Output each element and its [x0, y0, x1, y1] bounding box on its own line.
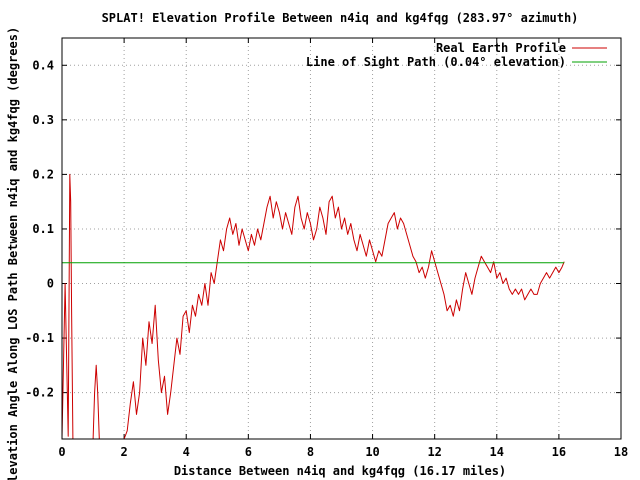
- x-tick-label: 2: [120, 445, 127, 459]
- y-tick-label: 0: [47, 277, 54, 291]
- x-tick-label: 0: [58, 445, 65, 459]
- series-group: [61, 173, 565, 440]
- legend-label-earth: Real Earth Profile: [436, 41, 566, 55]
- x-tick-label: 18: [614, 445, 628, 459]
- x-tick-label: 14: [490, 445, 504, 459]
- plot-frame: [61, 37, 622, 440]
- x-tick-label: 10: [365, 445, 379, 459]
- grid-lines: [62, 38, 621, 439]
- y-tick-labels: -0.2 -0.1 0 0.1 0.2 0.3 0.4: [25, 58, 54, 399]
- chart-title: SPLAT! Elevation Profile Between n4iq an…: [102, 11, 579, 25]
- y-tick-label: 0.3: [32, 113, 54, 127]
- y-tick-label: -0.2: [25, 386, 54, 400]
- x-tick-label: 16: [552, 445, 566, 459]
- x-tick-label: 4: [183, 445, 190, 459]
- y-tick-label: 0.1: [32, 222, 54, 236]
- x-tick-labels: 0 2 4 6 8 10 12 14 16 18: [58, 445, 628, 459]
- y-axis-label: Elevation Angle Along LOS Path Between n…: [6, 27, 20, 480]
- legend-label-los: Line of Sight Path (0.04° elevation): [306, 55, 566, 69]
- y-tick-label: -0.1: [25, 331, 54, 345]
- x-tick-label: 12: [427, 445, 441, 459]
- y-tick-label: 0.2: [32, 167, 54, 181]
- legend: Real Earth Profile Line of Sight Path (0…: [306, 41, 607, 69]
- y-tick-label: 0.4: [32, 58, 54, 72]
- x-axis-label: Distance Between n4iq and kg4fqg (16.17 …: [174, 464, 506, 478]
- x-tick-label: 8: [307, 445, 314, 459]
- x-tick-label: 6: [245, 445, 252, 459]
